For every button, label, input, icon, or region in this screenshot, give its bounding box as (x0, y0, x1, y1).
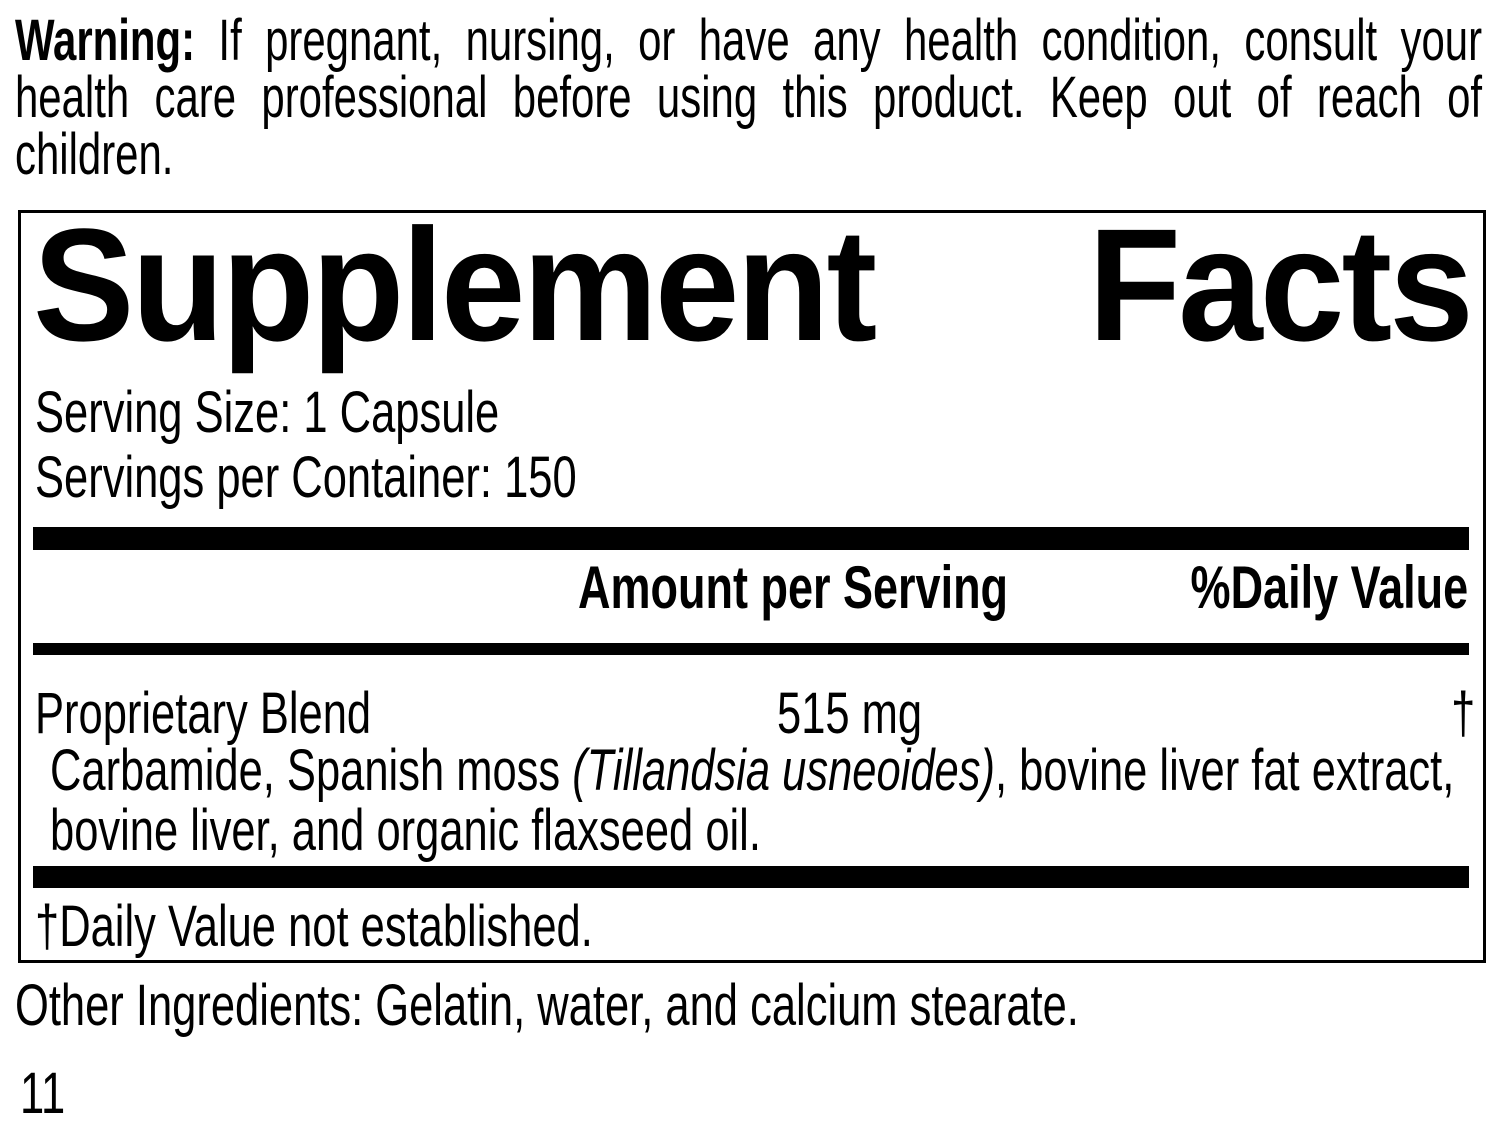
proprietary-blend-row: Proprietary Blend 515 mg † (21, 685, 1483, 747)
warning-line-1: Warning: If pregnant, nursing, or have a… (15, 12, 1482, 70)
page-number-text: 11 (20, 1061, 66, 1126)
column-header-daily-value: %Daily Value (1098, 558, 1468, 618)
warning-paragraph: Warning: If pregnant, nursing, or have a… (15, 12, 1483, 187)
blend-daily-value-dagger-text: † (1450, 681, 1475, 746)
divider-bar-middle (33, 643, 1469, 655)
warning-label: Warning: (15, 8, 196, 73)
blend-description-line-2-text: bovine liver, and organic flaxseed oil. (50, 798, 761, 863)
daily-value-footnote-text: †Daily Value not established. (35, 894, 593, 959)
blend-amount-text: 515 mg (777, 681, 923, 746)
supplement-facts-panel: Supplement Facts Serving Size: 1 Capsule… (18, 205, 1486, 963)
blend-description-pre: Carbamide, Spanish moss (50, 738, 573, 803)
warning-line-1-text: If pregnant, nursing, or have any health… (195, 8, 1483, 73)
blend-description-line-1-text: Carbamide, Spanish moss (Tillandsia usne… (50, 742, 1454, 800)
column-header-amount: Amount per Serving (578, 558, 1151, 618)
servings-per-container-text: Servings per Container: 150 (35, 445, 577, 510)
warning-line-3: children. (15, 122, 174, 187)
warning-line-2: health care professional before using th… (15, 65, 1483, 130)
daily-value-footnote: †Daily Value not established. (35, 898, 779, 956)
serving-size-line: Serving Size: 1 Capsule (35, 384, 654, 442)
column-header-daily-value-text: %Daily Value (1190, 554, 1468, 621)
blend-name: Proprietary Blend (35, 685, 483, 743)
other-ingredients-line: Other Ingredients: Gelatin, water, and c… (15, 977, 1434, 1035)
panel-title-word-facts: Facts (1088, 195, 1474, 374)
other-ingredients-text: Other Ingredients: Gelatin, water, and c… (15, 973, 1079, 1038)
blend-name-text: Proprietary Blend (35, 681, 372, 746)
divider-bar-bottom (33, 866, 1469, 888)
column-header-amount-text: Amount per Serving (578, 554, 1009, 621)
servings-per-container-line: Servings per Container: 150 (35, 449, 757, 507)
panel-title: Supplement Facts (33, 195, 1474, 374)
serving-size-text: Serving Size: 1 Capsule (35, 380, 500, 445)
divider-bar-top (33, 527, 1469, 550)
blend-daily-value-dagger: † (1443, 685, 1475, 743)
blend-amount: 515 mg (777, 685, 970, 743)
blend-description-line-2: bovine liver, and organic flaxseed oil. (50, 802, 998, 860)
page-number: 11 (20, 1065, 80, 1123)
blend-description-post: , bovine liver fat extract, (994, 738, 1455, 803)
blend-description-line-1: Carbamide, Spanish moss (Tillandsia usne… (50, 742, 1500, 800)
column-header-row: Amount per Serving %Daily Value (21, 558, 1483, 620)
blend-description-latin-name: (Tillandsia usneoides) (572, 738, 995, 803)
panel-title-word-supplement: Supplement (33, 195, 877, 374)
